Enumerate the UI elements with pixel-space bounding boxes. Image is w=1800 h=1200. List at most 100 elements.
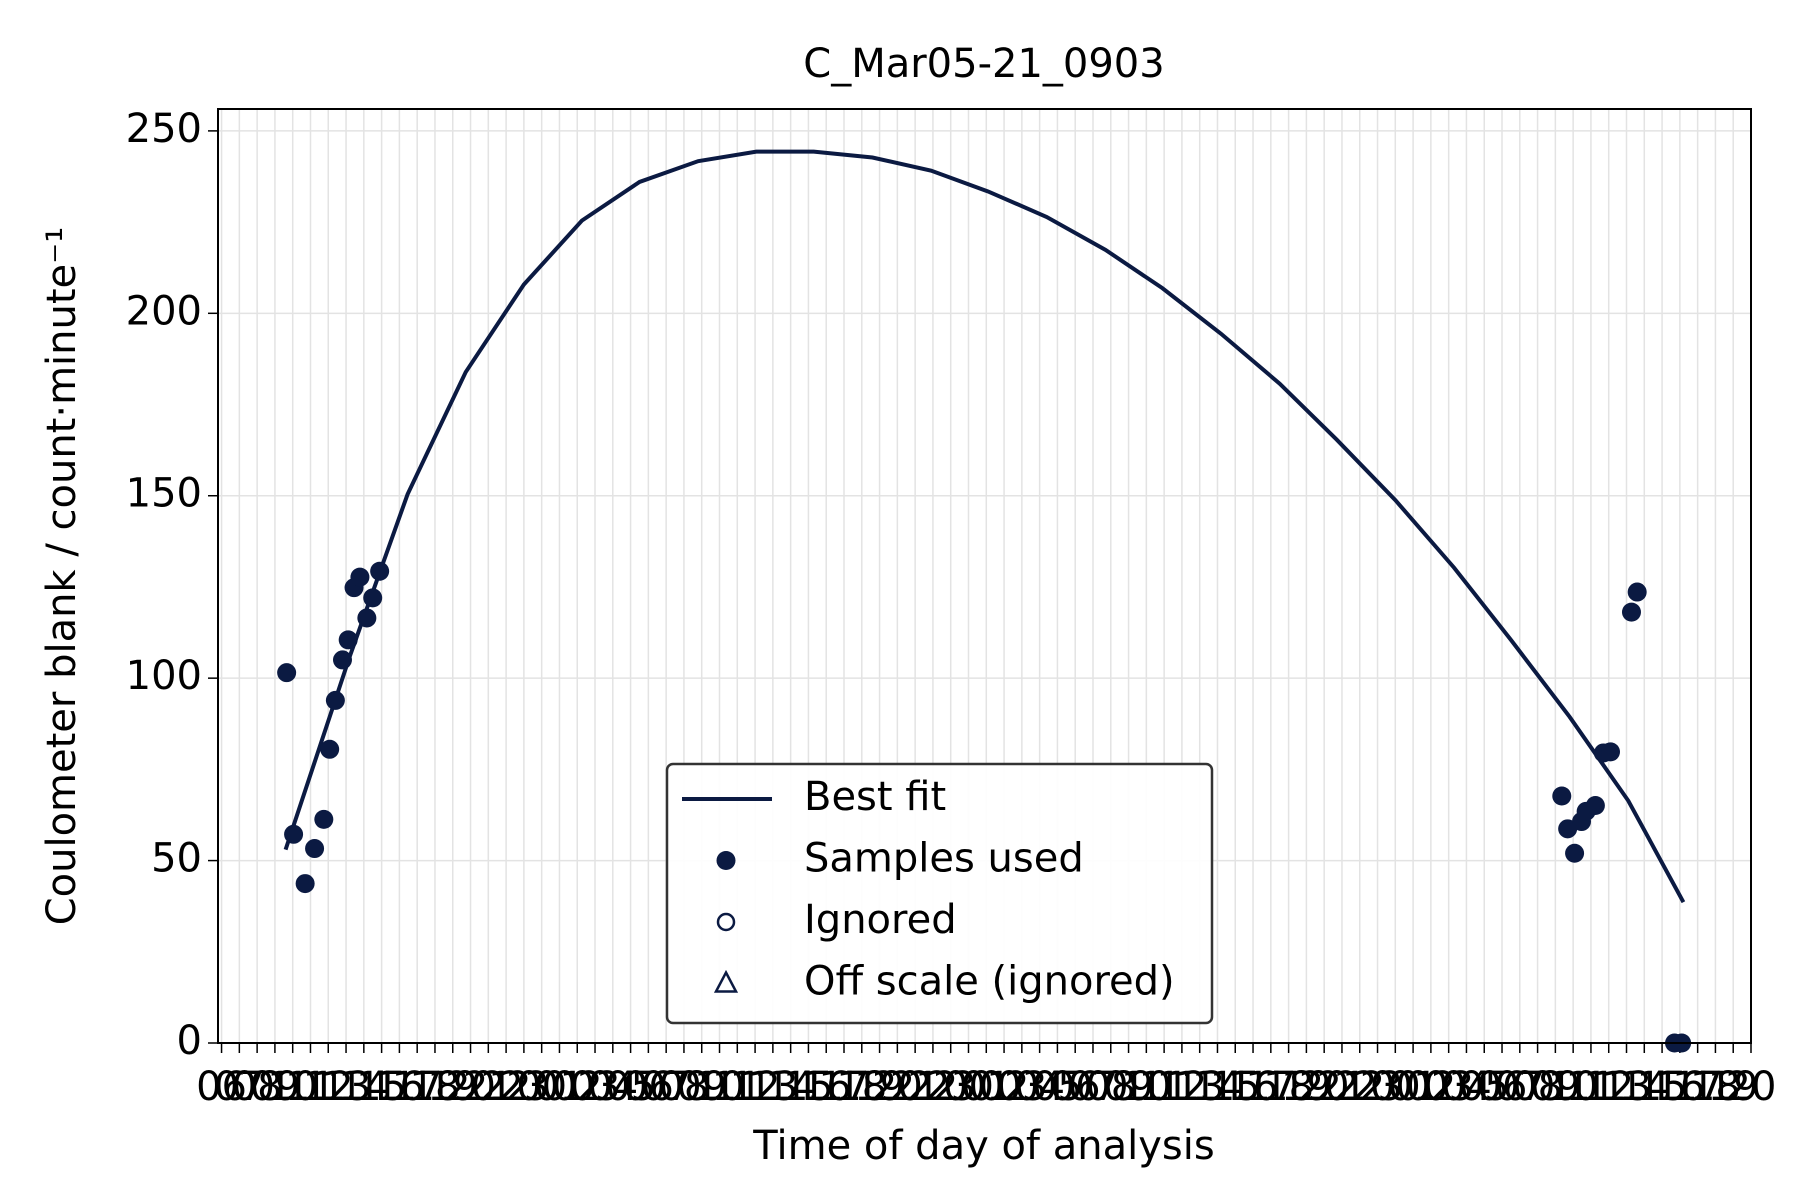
x-tick-label: 10 xyxy=(1121,1064,1172,1110)
x-tick-label: 08 xyxy=(1085,1064,1136,1110)
data-point xyxy=(1565,843,1585,863)
x-tick-label: 17 xyxy=(819,1064,870,1110)
data-point xyxy=(1552,786,1572,806)
x-tick-label: 14 xyxy=(1192,1064,1243,1110)
x-tick-label: 10 xyxy=(694,1064,745,1110)
x-tick-label: 10 xyxy=(267,1064,318,1110)
x-tick-label: 21 xyxy=(463,1064,514,1110)
data-point xyxy=(350,567,370,587)
x-tick-label: 11 xyxy=(1565,1064,1616,1110)
x-tick-label: 12 xyxy=(730,1064,781,1110)
x-tick-label: 05 xyxy=(1459,1064,1510,1110)
x-tick-label: 15 xyxy=(1210,1064,1261,1110)
x-tick-label: 07 xyxy=(641,1064,692,1110)
x-tick-label: 01 xyxy=(1388,1064,1439,1110)
x-tick-label: 04 xyxy=(587,1064,638,1110)
x-tick-label: 16 xyxy=(374,1064,425,1110)
x-tick-label: 00 xyxy=(516,1064,567,1110)
x-tick-label: 16 xyxy=(1228,1064,1279,1110)
x-tick-label: 20 xyxy=(1299,1064,1350,1110)
chart-title: C_Mar05-21_0903 xyxy=(803,41,1164,87)
x-tick-label: 22 xyxy=(481,1064,532,1110)
x-tick-label: 09 xyxy=(1103,1064,1154,1110)
x-tick-label: 00 xyxy=(943,1064,994,1110)
x-tick-label: 11 xyxy=(285,1064,336,1110)
x-tick-label: 16 xyxy=(1654,1064,1705,1110)
x-tick-label: 11 xyxy=(1139,1064,1190,1110)
y-tick-label: 0 xyxy=(177,1018,202,1064)
legend-marker xyxy=(716,851,736,870)
x-tick-label: 06 xyxy=(196,1064,247,1110)
data-point xyxy=(1601,742,1621,762)
x-tick-label: 21 xyxy=(1317,1064,1368,1110)
y-tick-label: 200 xyxy=(126,288,202,334)
legend-label: Samples used xyxy=(804,836,1084,882)
x-tick-label: 13 xyxy=(321,1064,372,1110)
x-tick-label: 00 xyxy=(1370,1064,1421,1110)
x-tick-label: 12 xyxy=(1583,1064,1634,1110)
x-tick-label: 07 xyxy=(1068,1064,1119,1110)
x-tick-label: 09 xyxy=(676,1064,727,1110)
x-tick-label: 06 xyxy=(1477,1064,1528,1110)
x-tick-label: 23 xyxy=(498,1064,549,1110)
data-point xyxy=(370,561,390,581)
x-tick-label: 22 xyxy=(907,1064,958,1110)
x-tick-label: 14 xyxy=(338,1064,389,1110)
fit-line xyxy=(283,149,1686,904)
y-axis-label: Coulometer blank / count·minute⁻¹ xyxy=(39,227,85,926)
x-tick-label: 18 xyxy=(1263,1064,1314,1110)
x-tick-label: 18 xyxy=(410,1064,461,1110)
x-tick-label: 08 xyxy=(658,1064,709,1110)
x-tick-label: 18 xyxy=(836,1064,887,1110)
x-tick-label: 12 xyxy=(303,1064,354,1110)
x-tick-label: 01 xyxy=(961,1064,1012,1110)
x-tick-label: 19 xyxy=(1281,1064,1332,1110)
x-tick-label: 02 xyxy=(979,1064,1030,1110)
data-point xyxy=(1621,602,1641,622)
x-tick-label: 07 xyxy=(1494,1064,1545,1110)
x-tick-label: 05 xyxy=(605,1064,656,1110)
x-tick-label: 15 xyxy=(356,1064,407,1110)
x-tick-label: 09 xyxy=(249,1064,300,1110)
data-point xyxy=(363,588,383,608)
legend-box xyxy=(665,762,1214,1025)
x-tick-label: 19 xyxy=(427,1064,478,1110)
data-point xyxy=(332,650,352,670)
y-tick-label: 250 xyxy=(126,106,202,152)
x-tick-label: 20 xyxy=(1726,1064,1777,1110)
plot-frame xyxy=(217,108,1752,1044)
x-tick-label: 15 xyxy=(783,1064,834,1110)
x-tick-label: 14 xyxy=(765,1064,816,1110)
y-tick-label: 50 xyxy=(151,836,202,882)
data-point xyxy=(320,739,340,759)
x-tick-label: 20 xyxy=(872,1064,923,1110)
x-tick-label: 19 xyxy=(1708,1064,1759,1110)
x-tick-label: 17 xyxy=(1245,1064,1296,1110)
x-tick-label: 17 xyxy=(1672,1064,1723,1110)
x-tick-label: 23 xyxy=(1352,1064,1403,1110)
x-tick-label: 13 xyxy=(1601,1064,1652,1110)
x-tick-label: 04 xyxy=(1441,1064,1492,1110)
x-tick-label: 03 xyxy=(1423,1064,1474,1110)
data-point xyxy=(338,630,358,650)
data-point xyxy=(314,809,334,829)
x-tick-label: 13 xyxy=(747,1064,798,1110)
x-tick-label: 03 xyxy=(996,1064,1047,1110)
x-tick-label: 04 xyxy=(1014,1064,1065,1110)
data-point xyxy=(277,663,297,683)
x-tick-label: 08 xyxy=(232,1064,283,1110)
x-tick-label: 17 xyxy=(392,1064,443,1110)
x-tick-label: 18 xyxy=(1690,1064,1741,1110)
x-tick-label: 13 xyxy=(1174,1064,1225,1110)
x-tick-label: 16 xyxy=(801,1064,852,1110)
x-tick-label: 12 xyxy=(1156,1064,1207,1110)
x-tick-label: 21 xyxy=(890,1064,941,1110)
x-tick-label: 05 xyxy=(1032,1064,1083,1110)
legend-label: Off scale (ignored) xyxy=(804,959,1175,1005)
legend-marker xyxy=(716,912,736,932)
x-tick-label: 08 xyxy=(1512,1064,1563,1110)
data-point xyxy=(357,608,377,628)
data-point xyxy=(284,824,304,844)
